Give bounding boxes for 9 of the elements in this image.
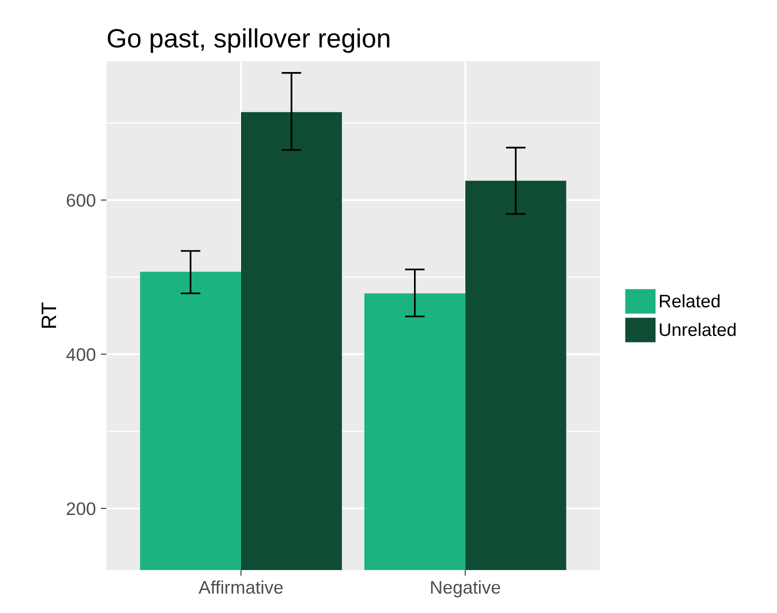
x-tick-label: Affirmative — [198, 580, 283, 594]
x-tick-label: Negative — [431, 580, 500, 598]
y-tick-label: 200 — [66, 502, 96, 516]
y-axis-title: RT — [42, 302, 56, 328]
legend-label: Unrelated — [660, 322, 736, 336]
y-tick-label: 400 — [66, 348, 96, 361]
y-tick-label: 600 — [66, 194, 96, 207]
chart-title: Go past, spillover region — [108, 28, 390, 53]
legend-label: Related — [660, 294, 720, 308]
